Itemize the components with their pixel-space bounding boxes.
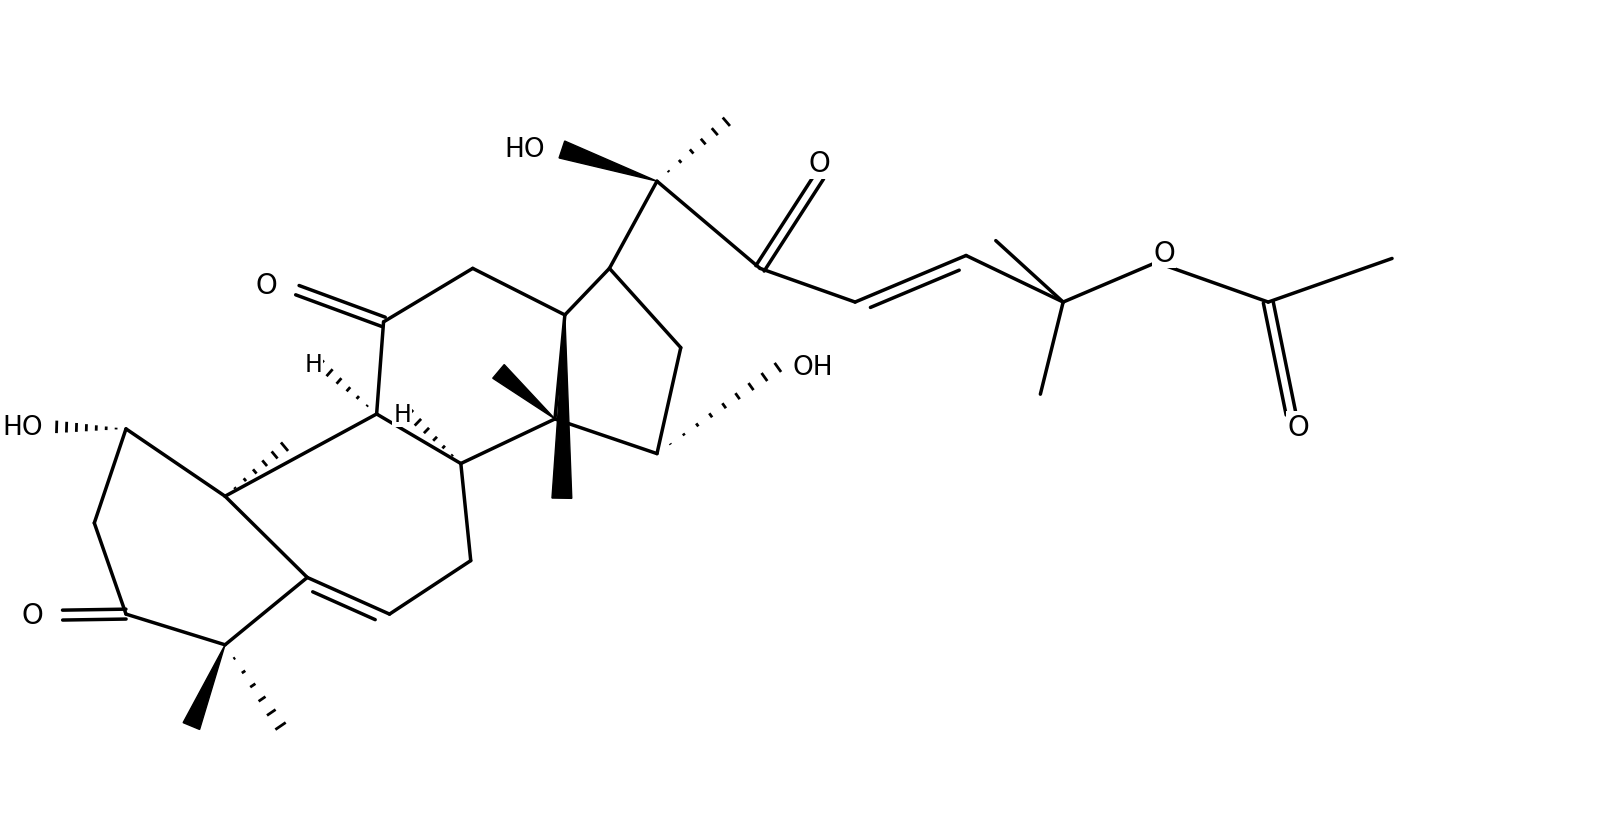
Polygon shape: [184, 645, 225, 729]
Text: O: O: [1153, 239, 1175, 267]
Text: H: H: [304, 353, 322, 377]
Text: HO: HO: [2, 414, 43, 440]
Text: H: H: [393, 403, 411, 427]
Text: O: O: [256, 272, 277, 300]
Polygon shape: [493, 366, 555, 419]
Text: O: O: [808, 151, 831, 178]
Text: OH: OH: [792, 355, 834, 381]
Polygon shape: [552, 316, 572, 499]
Text: O: O: [1286, 414, 1309, 442]
Polygon shape: [559, 142, 657, 182]
Text: O: O: [21, 601, 43, 629]
Text: HO: HO: [504, 137, 546, 163]
